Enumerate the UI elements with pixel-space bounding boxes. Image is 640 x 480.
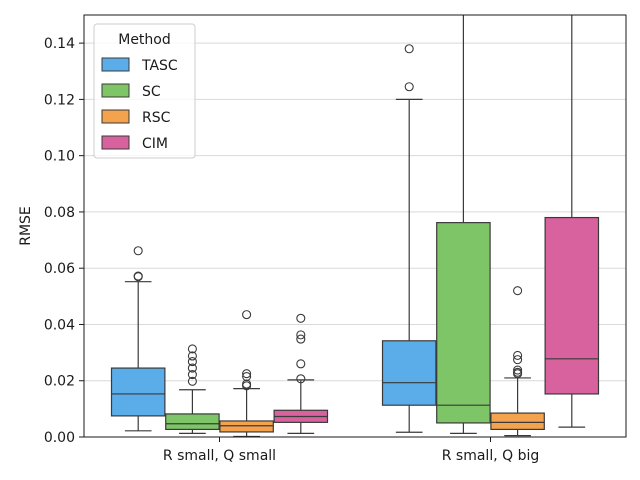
y-tick-label: 0.00 xyxy=(44,430,75,446)
y-tick-label: 0.10 xyxy=(44,149,75,165)
y-tick-label: 0.06 xyxy=(44,261,75,277)
legend-label-cim: CIM xyxy=(142,136,168,152)
legend-label-tasc: TASC xyxy=(141,58,178,74)
box-cim xyxy=(273,313,329,434)
y-axis-label: RMSE xyxy=(18,206,34,246)
outlier-point xyxy=(296,334,306,344)
outlier-point xyxy=(513,365,523,375)
box-rsc xyxy=(490,286,545,437)
outlier-point xyxy=(187,357,197,367)
outlier-point xyxy=(296,330,306,340)
outlier-point xyxy=(296,313,306,323)
legend-title: Method xyxy=(118,32,171,48)
legend-label-rsc: RSC xyxy=(142,110,171,126)
iqr-box xyxy=(381,340,437,406)
iqr-box xyxy=(436,222,491,424)
iqr-box xyxy=(165,413,220,431)
outlier-point xyxy=(513,350,523,360)
box-cim xyxy=(544,15,600,428)
outlier-point xyxy=(187,376,197,386)
iqr-box xyxy=(219,420,274,433)
y-tick-label: 0.02 xyxy=(44,374,75,390)
iqr-box xyxy=(544,216,600,395)
legend-swatch-tasc xyxy=(101,57,130,72)
x-tick-label: R small, Q small xyxy=(163,448,276,464)
box-sc xyxy=(165,344,220,434)
outlier-point xyxy=(187,344,197,354)
box-rsc xyxy=(219,310,274,438)
outlier-point xyxy=(187,363,197,373)
x-tick-label: R small, Q big xyxy=(442,448,540,464)
y-tick-label: 0.12 xyxy=(44,92,75,108)
box-sc xyxy=(436,15,491,434)
box-tasc xyxy=(110,246,166,432)
box-tasc xyxy=(381,44,437,433)
outlier-point xyxy=(404,44,414,54)
y-tick-label: 0.04 xyxy=(44,317,75,333)
legend-swatch-cim xyxy=(101,135,130,150)
outlier-point xyxy=(404,82,414,92)
y-tick-label: 0.08 xyxy=(44,205,75,221)
iqr-box xyxy=(110,367,166,417)
outlier-point xyxy=(513,369,523,379)
outlier-point xyxy=(242,381,252,391)
y-tick-label: 0.14 xyxy=(44,36,75,52)
outlier-point xyxy=(187,369,197,380)
outlier-point xyxy=(133,272,143,282)
outlier-point xyxy=(513,286,523,296)
legend-swatch-sc xyxy=(101,83,130,98)
outlier-point xyxy=(187,351,197,361)
plot-frame xyxy=(83,14,627,438)
outlier-point xyxy=(242,310,252,320)
axis-layer: 0.00 0.02 0.04 0.06 0.08 0.10 0.12 0.14 R small,… xyxy=(44,36,539,464)
outlier-point xyxy=(296,374,306,384)
outlier-point xyxy=(513,355,523,365)
legend-label-sc: SC xyxy=(142,84,161,100)
outlier-point xyxy=(133,246,143,256)
legend: Method TASC SC RSC CIM xyxy=(93,23,196,159)
outlier-point xyxy=(242,369,252,379)
box-layer xyxy=(110,15,600,438)
legend-swatch-rsc xyxy=(101,109,130,124)
outlier-point xyxy=(296,359,306,369)
iqr-box xyxy=(490,412,545,431)
